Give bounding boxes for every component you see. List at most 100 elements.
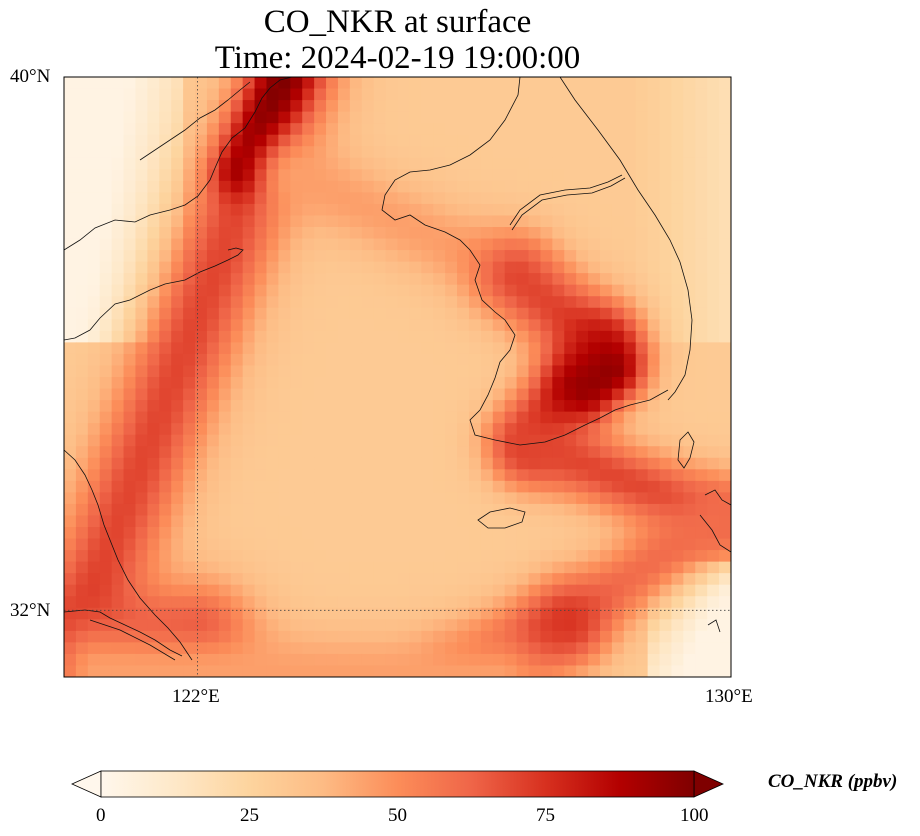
heatmap-cell: [135, 215, 148, 228]
heatmap-cell: [337, 619, 351, 632]
heatmap-cell: [278, 446, 291, 459]
heatmap-cell: [349, 330, 363, 343]
heatmap-cell: [195, 607, 208, 620]
heatmap-cell: [445, 215, 458, 228]
heatmap-cell: [599, 111, 613, 124]
heatmap-cell: [111, 342, 125, 355]
heatmap-cell: [576, 642, 589, 655]
heatmap-cell: [64, 492, 77, 505]
heatmap-cell: [159, 573, 172, 586]
heatmap-cell: [457, 388, 470, 401]
heatmap-cell: [397, 596, 411, 609]
heatmap-cell: [599, 653, 613, 667]
heatmap-cell: [195, 584, 208, 597]
heatmap-cell: [135, 342, 148, 355]
heatmap-cell: [599, 100, 613, 113]
heatmap-cell: [552, 353, 565, 367]
heatmap-cell: [254, 457, 268, 470]
heatmap-cell: [87, 353, 101, 367]
heatmap-cell: [457, 261, 470, 274]
heatmap-cell: [123, 400, 137, 413]
heatmap-cell: [647, 296, 661, 309]
heatmap-cell: [457, 457, 470, 470]
heatmap-cell: [123, 100, 137, 113]
heatmap-cell: [540, 607, 553, 620]
heatmap-cell: [623, 238, 637, 251]
heatmap-cell: [623, 377, 637, 390]
heatmap-cell: [540, 423, 553, 436]
heatmap-cell: [75, 342, 89, 355]
heatmap-cell: [147, 100, 160, 113]
heatmap-cell: [206, 434, 220, 447]
heatmap-cell: [218, 400, 232, 413]
heatmap-cell: [135, 238, 148, 251]
heatmap-cell: [707, 503, 720, 517]
heatmap-cell: [385, 492, 399, 505]
heatmap-cell: [278, 100, 291, 113]
heatmap-cell: [361, 561, 375, 574]
heatmap-cell: [123, 561, 137, 574]
heatmap-cell: [552, 653, 565, 667]
heatmap-cell: [480, 596, 494, 609]
heatmap-cell: [540, 192, 553, 205]
heatmap-cell: [707, 273, 720, 286]
heatmap-cell: [683, 665, 696, 677]
heatmap-cell: [361, 630, 375, 643]
heatmap-cell: [492, 238, 506, 251]
heatmap-cell: [683, 319, 696, 332]
heatmap-cell: [635, 492, 649, 505]
heatmap-cell: [159, 584, 172, 597]
heatmap-cell: [480, 330, 494, 343]
heatmap-cell: [337, 203, 351, 217]
heatmap-cell: [457, 642, 470, 655]
heatmap-cell: [576, 261, 589, 274]
heatmap-cell: [671, 261, 684, 274]
heatmap-cell: [302, 134, 315, 147]
heatmap-cell: [183, 527, 196, 540]
heatmap-cell: [528, 480, 542, 493]
heatmap-cell: [218, 250, 232, 263]
heatmap-cell: [266, 180, 279, 193]
heatmap-cell: [433, 619, 446, 632]
heatmap-cell: [302, 365, 315, 378]
heatmap-cell: [576, 146, 589, 159]
heatmap-cell: [623, 550, 637, 563]
heatmap-cell: [599, 446, 613, 459]
heatmap-cell: [373, 596, 387, 609]
colorbar-tick-25: 25: [240, 805, 259, 826]
heatmap-cell: [397, 296, 411, 309]
heatmap-cell: [457, 146, 470, 159]
heatmap-cell: [99, 561, 113, 574]
heatmap-cell: [183, 169, 196, 182]
heatmap-cell: [99, 538, 113, 551]
heatmap-cell: [349, 134, 363, 147]
heatmap-cell: [468, 573, 482, 586]
heatmap-cell: [218, 492, 232, 505]
heatmap-cell: [254, 88, 268, 101]
heatmap-cell: [659, 284, 673, 297]
heatmap-cell: [337, 307, 351, 320]
heatmap-cell: [480, 550, 494, 563]
heatmap-cell: [611, 457, 625, 470]
heatmap-cell: [75, 423, 89, 436]
heatmap-cell: [528, 238, 542, 251]
heatmap-cell: [480, 238, 494, 251]
heatmap-cell: [254, 446, 268, 459]
heatmap-cell: [87, 446, 101, 459]
heatmap-cell: [302, 619, 315, 632]
heatmap-cell: [564, 423, 577, 436]
heatmap-cell: [552, 434, 565, 447]
heatmap-cell: [552, 273, 565, 286]
heatmap-cell: [552, 296, 565, 309]
heatmap-cell: [87, 192, 101, 205]
heatmap-cell: [326, 550, 339, 563]
heatmap-cell: [230, 584, 244, 597]
heatmap-cell: [99, 388, 113, 401]
heatmap-cell: [599, 423, 613, 436]
heatmap-cell: [159, 653, 172, 667]
heatmap-cell: [564, 480, 577, 493]
heatmap-cell: [457, 296, 470, 309]
heatmap-cell: [87, 561, 101, 574]
heatmap-cell: [254, 169, 268, 182]
heatmap-cell: [242, 388, 256, 401]
